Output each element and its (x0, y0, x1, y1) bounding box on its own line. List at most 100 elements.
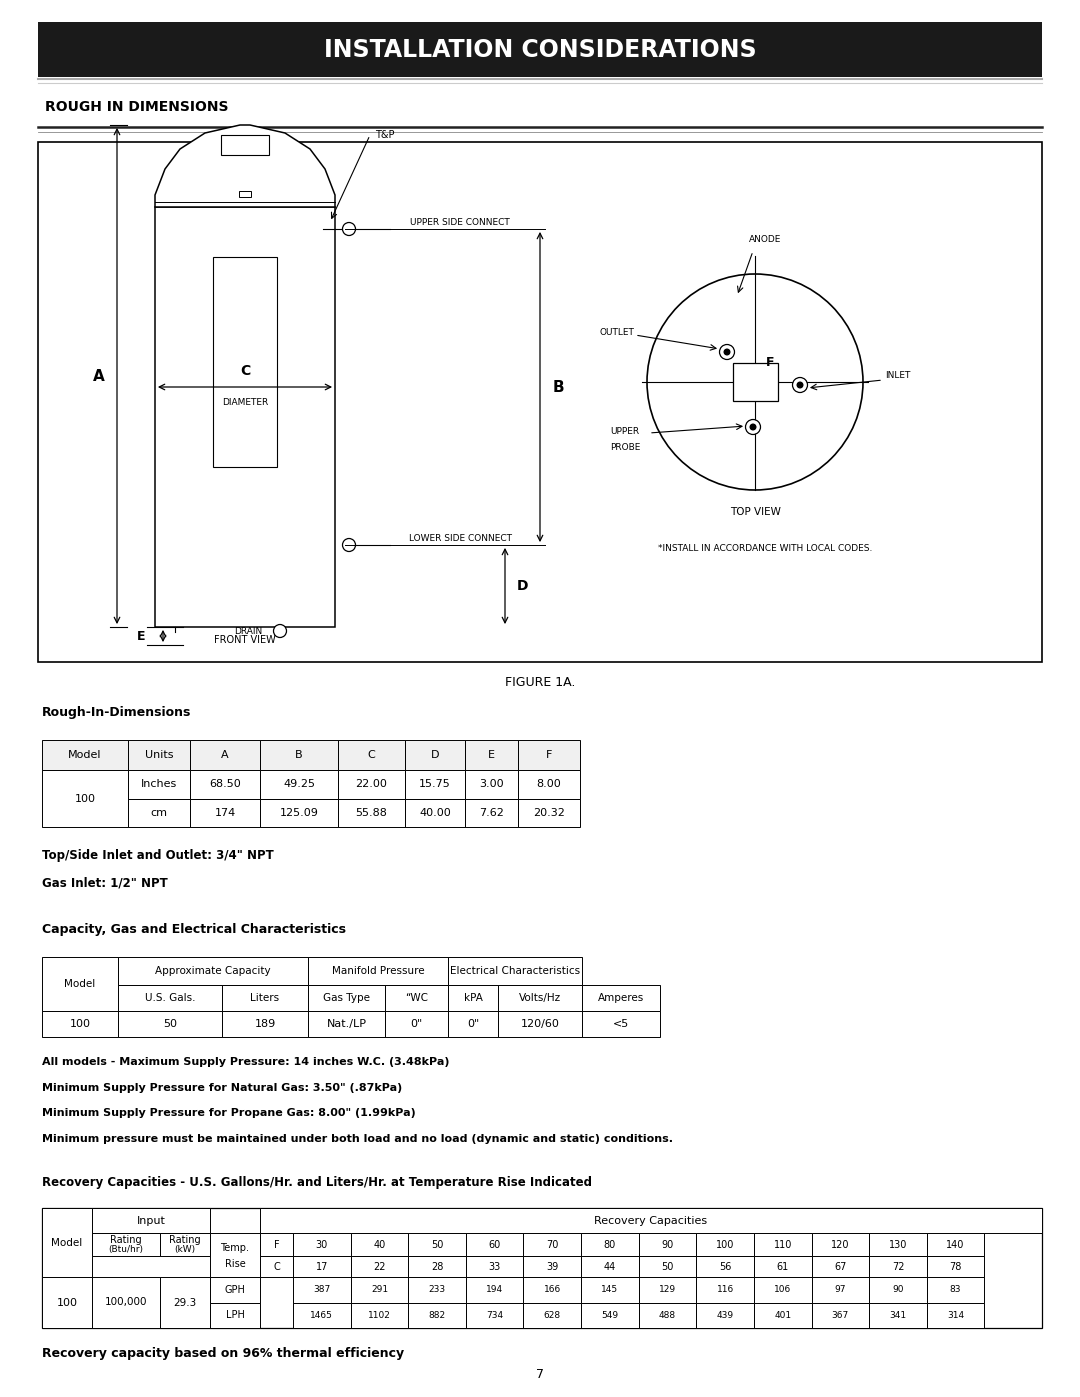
Text: D: D (431, 750, 440, 760)
Text: E: E (137, 630, 145, 643)
Text: 49.25: 49.25 (283, 780, 315, 789)
Text: Gas Inlet: 1/2" NPT: Gas Inlet: 1/2" NPT (42, 876, 167, 890)
Bar (210, 1302, 260, 1329)
Bar (697, 1302, 754, 1329)
Bar (293, 1234, 351, 1256)
Bar (338, 740, 405, 770)
Text: B: B (295, 750, 302, 760)
Text: 106: 106 (774, 1285, 792, 1294)
Text: 22: 22 (374, 1261, 386, 1271)
Bar (811, 1234, 869, 1256)
Text: 90: 90 (892, 1285, 904, 1294)
Text: Manifold Pressure: Manifold Pressure (332, 965, 424, 977)
Text: Model: Model (52, 1238, 83, 1248)
Bar (129, 799, 190, 827)
Bar (260, 1208, 1042, 1234)
Bar (465, 1234, 524, 1256)
Bar (42, 1208, 1042, 1329)
Text: D: D (517, 578, 529, 592)
Text: 7: 7 (536, 1369, 544, 1382)
Text: 20.32: 20.32 (534, 807, 565, 817)
Text: All models - Maximum Supply Pressure: 14 inches W.C. (3.48kPa): All models - Maximum Supply Pressure: 14… (42, 1058, 449, 1067)
Text: UPPER SIDE CONNECT: UPPER SIDE CONNECT (410, 218, 510, 226)
Text: Nat./LP: Nat./LP (326, 1018, 366, 1030)
Bar (869, 1234, 927, 1256)
Text: 70: 70 (546, 1239, 558, 1249)
Bar (260, 799, 338, 827)
Text: kPA: kPA (463, 993, 483, 1003)
Bar (190, 740, 260, 770)
Text: 129: 129 (659, 1285, 676, 1294)
Circle shape (797, 383, 802, 388)
Text: 145: 145 (602, 1285, 619, 1294)
Text: Minimum Supply Pressure for Propane Gas: 8.00" (1.99kPa): Minimum Supply Pressure for Propane Gas:… (42, 1108, 416, 1118)
Text: 40: 40 (374, 1239, 386, 1249)
Bar (448, 1011, 498, 1037)
Circle shape (725, 349, 730, 355)
Bar (129, 740, 190, 770)
Bar (260, 1234, 293, 1256)
Text: 367: 367 (832, 1310, 849, 1320)
Bar (308, 1011, 384, 1037)
Bar (210, 1277, 260, 1302)
Text: 39: 39 (546, 1261, 558, 1271)
Bar (927, 1234, 984, 1256)
Text: INSTALLATION CONSIDERATIONS: INSTALLATION CONSIDERATIONS (324, 38, 756, 61)
Text: 56: 56 (719, 1261, 731, 1271)
Text: 140: 140 (946, 1239, 964, 1249)
Text: 1465: 1465 (310, 1310, 334, 1320)
Text: 68.50: 68.50 (210, 780, 241, 789)
Bar (498, 1011, 582, 1037)
Bar (869, 1277, 927, 1302)
Bar (927, 1256, 984, 1277)
Text: Rise: Rise (225, 1259, 245, 1268)
Bar (408, 1302, 465, 1329)
Text: INLET: INLET (886, 370, 910, 380)
Text: LOWER SIDE CONNECT: LOWER SIDE CONNECT (408, 534, 512, 542)
Bar (518, 799, 580, 827)
Circle shape (342, 538, 355, 552)
Bar (638, 1277, 697, 1302)
Text: 55.88: 55.88 (355, 807, 388, 817)
Bar (811, 1302, 869, 1329)
Bar (92, 1208, 210, 1234)
Text: F: F (273, 1239, 280, 1249)
Text: Recovery Capacities - U.S. Gallons/Hr. and Liters/Hr. at Temperature Rise Indica: Recovery Capacities - U.S. Gallons/Hr. a… (42, 1175, 592, 1189)
Text: A: A (221, 750, 229, 760)
Bar (405, 799, 465, 827)
Text: 78: 78 (949, 1261, 962, 1271)
Text: Liters: Liters (251, 993, 280, 1003)
Bar (465, 770, 518, 799)
Bar (92, 1277, 160, 1329)
Text: UPPER: UPPER (610, 426, 639, 436)
Text: 628: 628 (543, 1310, 561, 1320)
Text: *INSTALL IN ACCORDANCE WITH LOCAL CODES.: *INSTALL IN ACCORDANCE WITH LOCAL CODES. (658, 543, 873, 552)
Bar (448, 985, 498, 1011)
Text: ROUGH IN DIMENSIONS: ROUGH IN DIMENSIONS (45, 101, 229, 115)
Text: 120/60: 120/60 (521, 1018, 559, 1030)
Bar (465, 1277, 524, 1302)
Text: 15.75: 15.75 (419, 780, 450, 789)
Bar (524, 1256, 581, 1277)
Text: Recovery capacity based on 96% thermal efficiency: Recovery capacity based on 96% thermal e… (42, 1347, 404, 1359)
Bar (260, 740, 338, 770)
Bar (581, 1256, 638, 1277)
Text: GPH: GPH (225, 1285, 245, 1295)
Text: 60: 60 (488, 1239, 501, 1249)
Text: FIGURE 1A.: FIGURE 1A. (504, 676, 576, 689)
Bar (408, 1256, 465, 1277)
Text: 100: 100 (716, 1239, 734, 1249)
Bar (351, 1234, 408, 1256)
Text: 1102: 1102 (368, 1310, 391, 1320)
Bar (222, 985, 308, 1011)
Bar (465, 740, 518, 770)
Bar (222, 1011, 308, 1037)
Text: Minimum pressure must be maintained under both load and no load (dynamic and sta: Minimum pressure must be maintained unde… (42, 1133, 673, 1144)
Bar (42, 740, 129, 770)
Text: 30: 30 (315, 1239, 328, 1249)
Bar (582, 1011, 660, 1037)
Text: 7.62: 7.62 (480, 807, 504, 817)
Text: (kW): (kW) (175, 1245, 195, 1255)
Text: 50: 50 (661, 1261, 674, 1271)
Bar (754, 1234, 811, 1256)
